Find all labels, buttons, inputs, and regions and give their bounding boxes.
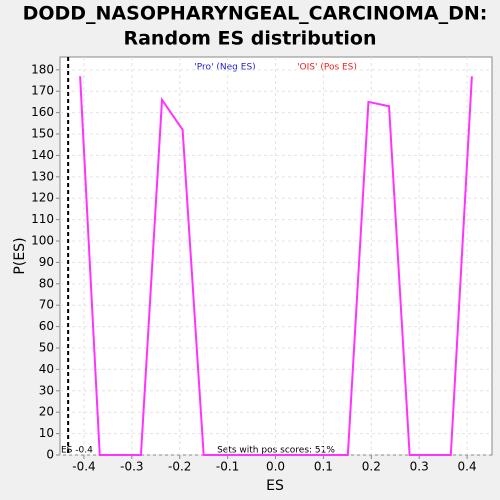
y-tick-label: 30 — [39, 383, 54, 397]
y-tick-label: 70 — [39, 298, 54, 312]
y-tick-label: 80 — [39, 276, 54, 290]
x-tick-label: 0.1 — [314, 460, 333, 474]
chart-subtitle: Random ES distribution — [123, 28, 376, 50]
x-tick-label: -0.3 — [120, 460, 143, 474]
footnote: Sets with pos scores: 51% — [217, 446, 335, 456]
y-tick-label: 10 — [39, 426, 54, 440]
y-tick-label: 60 — [39, 319, 54, 333]
y-tick-label: 160 — [31, 105, 54, 119]
x-axis-label: ES — [266, 478, 284, 494]
y-tick-label: 0 — [46, 448, 54, 462]
marker-label: ES -0.4 — [61, 446, 93, 456]
x-tick-label: -0.1 — [216, 460, 239, 474]
y-tick-label: 50 — [39, 341, 54, 355]
y-axis-label: P(ES) — [12, 237, 28, 274]
neg-label: 'Pro' (Neg ES) — [194, 63, 255, 73]
y-tick-label: 120 — [31, 191, 54, 205]
y-tick-label: 170 — [31, 84, 54, 98]
y-tick-label: 90 — [39, 255, 54, 269]
x-tick-label: 0.3 — [410, 460, 429, 474]
data-line — [79, 76, 473, 456]
y-tick-label: 110 — [31, 212, 54, 226]
pos-label: 'OIS' (Pos ES) — [297, 63, 357, 73]
y-tick-label: 20 — [39, 405, 54, 419]
x-tick-label: -0.4 — [72, 460, 95, 474]
chart-title: DODD_NASOPHARYNGEAL_CARCINOMA_DN: — [23, 3, 488, 25]
x-tick-label: 0.0 — [266, 460, 285, 474]
y-tick-label: 130 — [31, 169, 54, 183]
y-tick-label: 40 — [39, 362, 54, 376]
y-tick-label: 150 — [31, 127, 54, 141]
x-tick-label: -0.2 — [168, 460, 191, 474]
y-tick-label: 100 — [31, 234, 54, 248]
y-tick-label: 180 — [31, 62, 54, 76]
x-tick-label: 0.4 — [458, 460, 477, 474]
y-tick-label: 140 — [31, 148, 54, 162]
x-tick-label: 0.2 — [362, 460, 381, 474]
